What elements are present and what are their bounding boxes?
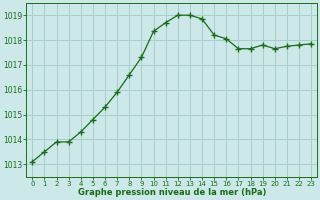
X-axis label: Graphe pression niveau de la mer (hPa): Graphe pression niveau de la mer (hPa) <box>77 188 266 197</box>
